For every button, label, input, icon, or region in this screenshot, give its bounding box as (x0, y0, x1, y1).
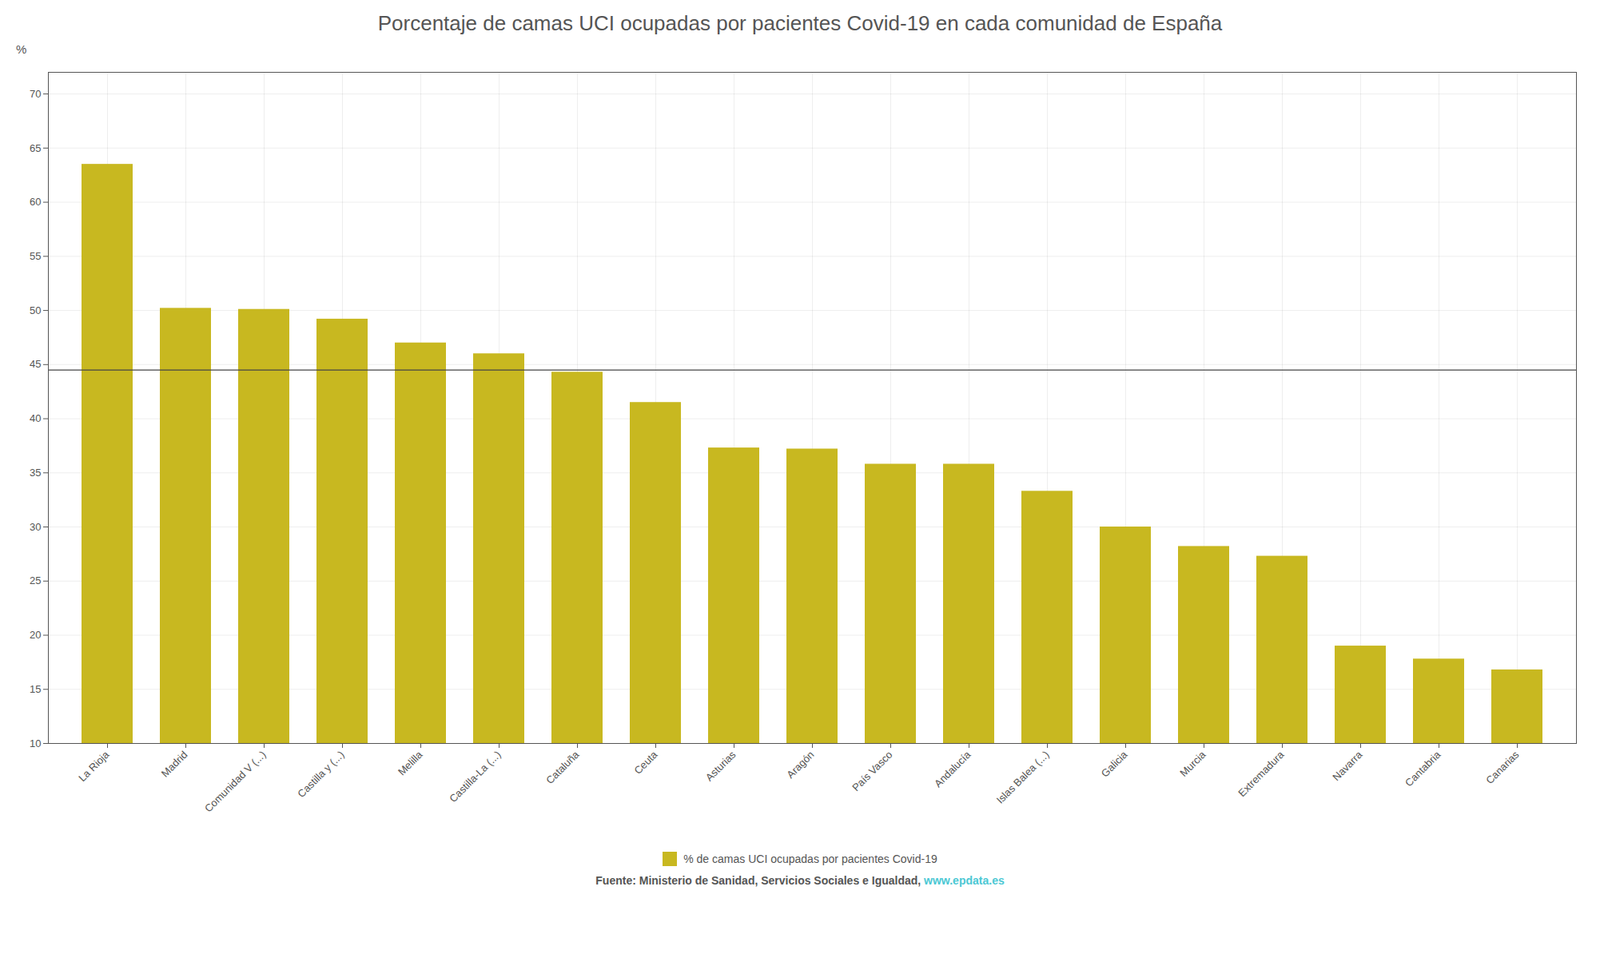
svg-text:25: 25 (29, 574, 41, 587)
svg-text:45: 45 (29, 358, 41, 371)
svg-text:10: 10 (29, 737, 41, 750)
svg-text:Extremadura: Extremadura (1235, 748, 1287, 800)
svg-text:Cataluña: Cataluña (543, 748, 582, 787)
svg-text:Ceuta: Ceuta (631, 748, 661, 777)
svg-text:Castilla y (...): Castilla y (...) (294, 748, 347, 800)
svg-text:55: 55 (29, 250, 41, 263)
svg-text:30: 30 (29, 521, 41, 534)
svg-text:60: 60 (29, 195, 41, 208)
svg-text:Galicia: Galicia (1098, 748, 1131, 780)
svg-text:Comunidad V (...): Comunidad V (...) (202, 748, 269, 816)
svg-text:País Vasco: País Vasco (849, 748, 895, 794)
html-text:% de camas UCI ocupadas por pa: % de camas UCI ocupadas por pacientes Co… (683, 852, 938, 866)
html-text:Fuente: Ministerio de Sanidad,: Fuente: Ministerio de Sanidad, Servicios… (595, 874, 1005, 888)
svg-text:Castilla-La (...): Castilla-La (...) (446, 748, 503, 805)
svg-text:Melilla: Melilla (395, 748, 426, 778)
svg-text:20: 20 (29, 628, 41, 641)
svg-text:Madrid: Madrid (159, 748, 191, 781)
svg-text:35: 35 (29, 466, 41, 479)
svg-text:Navarra: Navarra (1329, 748, 1366, 784)
svg-text:Murcia: Murcia (1177, 748, 1209, 780)
svg-text:Islas Balea (...): Islas Balea (...) (994, 748, 1052, 807)
svg-text:Canarias: Canarias (1483, 748, 1522, 787)
svg-text:15: 15 (29, 683, 41, 696)
svg-text:50: 50 (29, 304, 41, 317)
svg-text:70: 70 (29, 87, 41, 100)
svg-text:Andalucía: Andalucía (931, 748, 974, 790)
svg-text:Cantabria: Cantabria (1402, 748, 1444, 789)
svg-text:65: 65 (29, 141, 41, 154)
svg-text:La Rioja: La Rioja (75, 748, 112, 785)
svg-text:40: 40 (29, 412, 41, 425)
svg-text:Asturias: Asturias (703, 748, 739, 784)
html-text:Porcentaje de camas UCI ocupad: Porcentaje de camas UCI ocupadas por pac… (377, 11, 1223, 36)
svg-text:Aragón: Aragón (784, 748, 816, 781)
